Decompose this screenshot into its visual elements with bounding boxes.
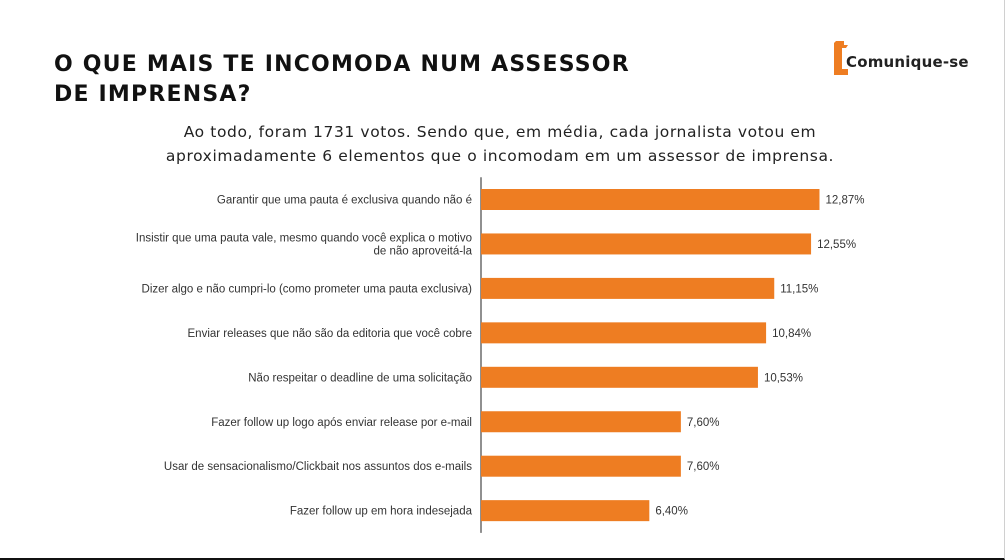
bar (481, 366, 758, 388)
category-label: Usar de sensacionalismo/Clickbait nos as… (164, 461, 472, 473)
data-label: 7,60% (687, 461, 720, 473)
brand-logo: Comunique-se (832, 37, 969, 77)
logo-text: Comunique-se (846, 53, 969, 71)
category-label: Não respeitar o deadline de uma solicita… (248, 372, 472, 384)
category-label: Dizer algo e não cumpri-lo (como promete… (142, 283, 473, 295)
category-label-line: Enviar releases que não são da editoria … (188, 328, 473, 340)
category-label-line: Dizer algo e não cumpri-lo (como promete… (142, 283, 473, 295)
category-label: Enviar releases que não são da editoria … (188, 328, 473, 340)
bar (481, 277, 775, 299)
category-label: Fazer follow up logo após enviar release… (211, 417, 472, 429)
data-label: 12,87% (825, 195, 864, 207)
data-label: 12,55% (817, 239, 856, 251)
data-label: 7,60% (687, 417, 720, 429)
bar (481, 233, 812, 255)
bar (481, 322, 767, 344)
data-label: 11,15% (780, 283, 818, 295)
category-label-line: Insistir que uma pauta vale, mesmo quand… (136, 232, 472, 244)
speech-bubble-logo-icon (834, 41, 848, 75)
category-label-line: Usar de sensacionalismo/Clickbait nos as… (164, 461, 472, 473)
category-label-line: Garantir que uma pauta é exclusiva quand… (217, 195, 472, 207)
category-label: Garantir que uma pauta é exclusiva quand… (217, 195, 472, 207)
page-title: O QUE MAIS TE INCOMODA NUM ASSESSOR DE I… (54, 52, 630, 107)
data-label: 10,84% (772, 328, 811, 340)
category-label-line: Não respeitar o deadline de uma solicita… (248, 372, 472, 384)
data-label: 10,53% (764, 372, 803, 384)
category-label: Fazer follow up em hora indesejada (290, 506, 473, 518)
category-label-line: de não aproveitá-la (374, 245, 473, 257)
category-label-line: Fazer follow up logo após enviar release… (211, 417, 472, 429)
category-label: Insistir que uma pauta vale, mesmo quand… (136, 232, 473, 257)
category-label-line: Fazer follow up em hora indesejada (290, 506, 473, 518)
data-label: 6,40% (655, 506, 688, 518)
bar (481, 455, 681, 477)
bar (481, 411, 681, 433)
bar (481, 500, 650, 522)
subtitle: Ao todo, foram 1731 votos. Sendo que, em… (165, 123, 835, 165)
bar (481, 189, 820, 210)
